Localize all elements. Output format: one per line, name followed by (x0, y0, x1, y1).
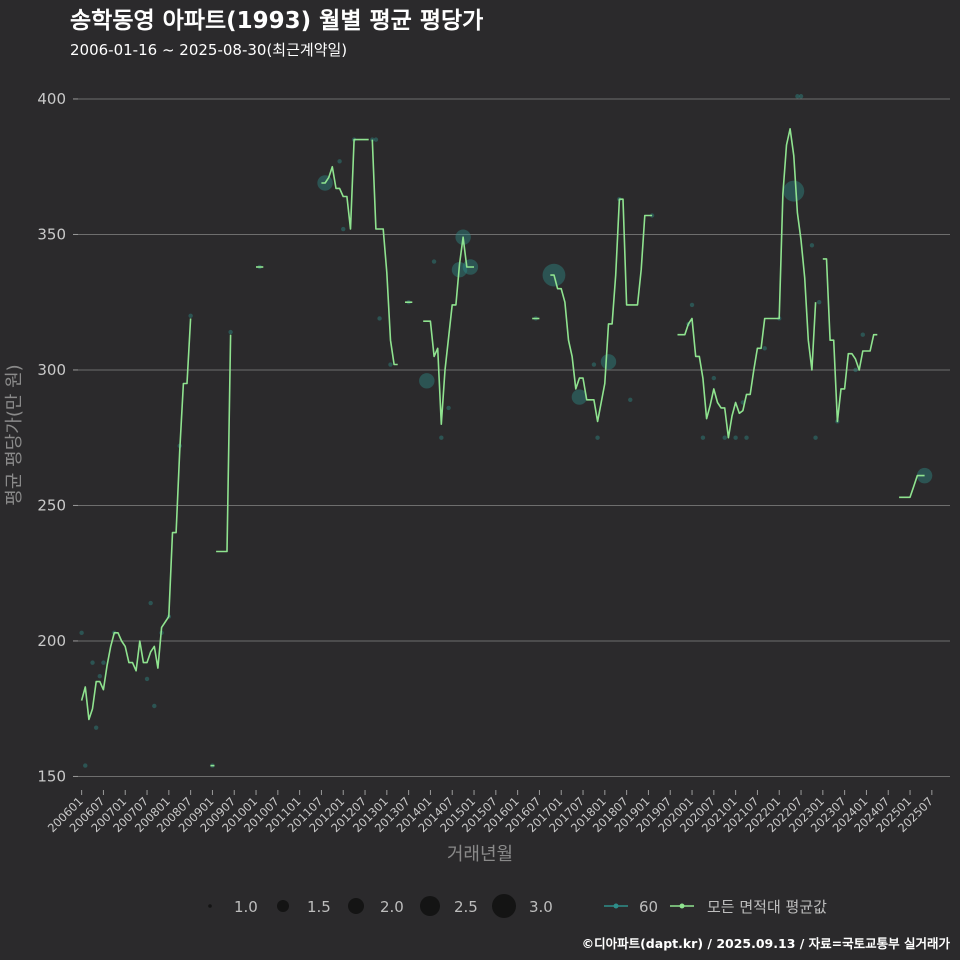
series-60-point-49 (744, 435, 749, 440)
series-60-point-54 (798, 94, 804, 99)
y-tick-label-400: 400 (37, 90, 66, 108)
average-line-segment-0 (80, 318, 192, 721)
y-axis-label: 평균 평당가(만 원) (4, 364, 25, 505)
x-axis-label: 거래년월 (447, 844, 513, 865)
series-60-point-3 (93, 725, 99, 730)
series-60-point-22 (373, 137, 379, 142)
y-tick-label-350: 350 (37, 225, 66, 243)
series-60-point-0 (79, 630, 84, 636)
y-tick-label-200: 200 (37, 632, 66, 650)
series-60-point-55 (809, 243, 815, 248)
series-60-point-47 (733, 435, 738, 440)
series-60-point-8 (148, 600, 153, 606)
average-line-segment-10 (677, 128, 817, 439)
legend: 1.0 1.5 2.0 2.5 3.0 60 모든 면적대 평균값 (208, 894, 827, 918)
series-60-point-50 (762, 346, 767, 351)
legend-size-swatch-1 (208, 904, 212, 908)
series-60-point-56 (813, 435, 818, 440)
legend-size-swatch-3 (348, 898, 364, 914)
gridlines (78, 98, 950, 777)
series-average-line (80, 128, 925, 767)
average-line-segment-11 (822, 258, 878, 423)
legend-size-label-5: 3.0 (529, 898, 553, 916)
y-tick-label-300: 300 (37, 361, 66, 379)
average-line-segment-2 (216, 334, 232, 553)
series-60-point-1 (83, 763, 88, 768)
legend-size-label-2: 1.5 (307, 898, 331, 916)
series-60-point-18 (337, 159, 342, 164)
series-60-point-5 (101, 660, 106, 665)
series-60-point-45 (711, 375, 717, 381)
legend-size-label-1: 1.0 (234, 898, 258, 916)
legend-60-point-swatch (613, 903, 619, 909)
series-60-point-44 (700, 435, 706, 440)
average-line-segment-12 (899, 474, 925, 499)
series-60-point-2 (90, 660, 95, 665)
average-line-segment-5 (371, 139, 398, 366)
series-60-point-36 (591, 362, 597, 367)
average-line-segment-4 (321, 138, 369, 230)
series-60-point-57 (817, 300, 822, 305)
legend-size-swatch-5 (492, 894, 516, 918)
series-60-point-13 (188, 313, 193, 318)
y-tick-label-250: 250 (37, 496, 66, 514)
series-60-point-35 (571, 389, 588, 405)
chart-title: 송학동영 아파트(1993) 월별 평균 평당가 (70, 8, 483, 34)
legend-size-swatch-2 (277, 900, 289, 912)
y-tick-label-150: 150 (37, 767, 66, 785)
series-60-point-23 (377, 316, 382, 321)
legend-series-average-label: 모든 면적대 평균값 (707, 898, 827, 916)
y-axis-ticks: 150 200 250 300 350 400 (37, 90, 78, 785)
chart-subtitle: 2006-01-16 ~ 2025-08-30(최근계약일) (70, 41, 347, 59)
series-60-point-4 (97, 673, 103, 679)
series-60-point-9 (152, 703, 157, 709)
series-60-point-38 (600, 354, 617, 370)
series-60-point-52 (783, 180, 805, 202)
series-60-point-60 (860, 332, 865, 337)
series-60-point-53 (795, 94, 800, 99)
legend-series-60-label: 60 (639, 898, 658, 916)
series-60-point-27 (431, 259, 437, 264)
series-60-point-26 (419, 373, 435, 389)
series-60-point-7 (144, 676, 150, 682)
series-60-points (79, 94, 933, 768)
series-60-point-24 (388, 362, 393, 367)
average-line-segment-9 (550, 198, 653, 423)
legend-size-label-4: 2.5 (454, 898, 478, 916)
series-60-point-46 (722, 435, 727, 440)
series-60-point-15 (228, 329, 233, 335)
series-60-point-19 (341, 226, 346, 232)
series-60-point-28 (439, 435, 444, 440)
x-axis-ticks: 2006012006072007012007072008012008072009… (45, 790, 936, 835)
legend-average-point-swatch (679, 903, 685, 909)
chart-caption: ©디아파트(dapt.kr) / 2025.09.13 / 자료=국토교통부 실… (582, 936, 951, 951)
series-60-point-59 (853, 367, 858, 373)
average-line-segment-7 (423, 236, 474, 426)
legend-size-swatch-4 (420, 896, 440, 916)
legend-size-label-3: 2.0 (380, 898, 404, 916)
series-60-point-37 (595, 435, 600, 440)
series-60-point-29 (446, 405, 451, 411)
series-60-point-40 (628, 397, 633, 402)
series-60-point-43 (689, 302, 695, 308)
